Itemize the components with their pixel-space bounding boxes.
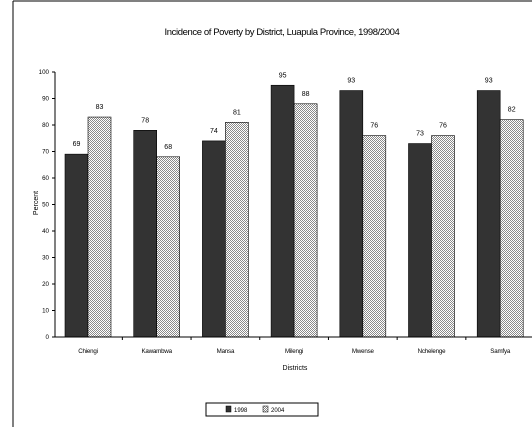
y-tick-label: 40 <box>42 228 49 235</box>
data-label-2004-kawambwa: 68 <box>164 144 172 151</box>
bar-2004-milengi <box>293 103 318 338</box>
data-label-2004-mansa: 81 <box>233 109 241 116</box>
y-tick-label: 20 <box>42 281 49 288</box>
category-label-mwense: Mwense <box>352 348 375 355</box>
bar-2004-kawambwa <box>156 156 180 338</box>
data-label-1998-mwense: 93 <box>347 78 355 85</box>
legend-label-2004: 2004 <box>271 408 285 414</box>
bar-1998-mansa <box>202 140 226 338</box>
data-label-2004-mwense: 76 <box>370 123 378 130</box>
legend-swatch-1998 <box>225 405 232 413</box>
data-label-1998-mansa: 74 <box>210 128 218 135</box>
category-label-kawambwa: Kawambwa <box>142 348 173 355</box>
y-tick-label: 50 <box>42 202 49 209</box>
category-label-milengi: Milengi <box>285 348 303 355</box>
category-labels-group: Chiengi Kawambwa Mansa Milengi Mwense Nchelen… <box>78 337 511 355</box>
chart-title: Incidence of Poverty by District, Luapul… <box>165 27 400 38</box>
bar-2004-nchelenge <box>431 135 455 338</box>
data-label-2004-nchelenge: 76 <box>439 123 447 130</box>
y-tick-label: 80 <box>42 122 49 129</box>
bar-2004-mansa <box>225 122 249 338</box>
y-tick-label: 90 <box>42 96 49 103</box>
category-label-nchelenge: Nchelenge <box>418 348 447 355</box>
y-tick-label: 10 <box>42 308 49 315</box>
data-label-1998-samfya: 93 <box>485 78 493 85</box>
legend-box <box>205 402 319 417</box>
y-tick-label: 70 <box>42 149 49 156</box>
y-tick-label: 60 <box>42 175 49 182</box>
legend: 1998 2004 <box>205 402 319 417</box>
y-tick-label: 0 <box>46 334 50 341</box>
y-tick-label: 100 <box>39 69 50 76</box>
data-labels-group: 69 83 78 68 74 81 95 88 93 76 73 76 93 82 <box>73 72 516 151</box>
bar-2004-chiengi <box>87 116 112 338</box>
x-axis-label: Districts <box>283 365 308 372</box>
y-tick-label: 30 <box>42 255 49 262</box>
bar-1998-milengi <box>270 84 295 338</box>
bars-group <box>64 84 524 338</box>
data-label-1998-milengi: 95 <box>279 72 287 79</box>
data-label-2004-milengi: 88 <box>302 91 310 98</box>
data-label-2004-chiengi: 83 <box>96 104 104 111</box>
bar-1998-chiengi <box>64 153 89 338</box>
legend-swatch-2004 <box>262 405 269 413</box>
data-label-1998-nchelenge: 73 <box>416 131 424 138</box>
bar-2004-mwense <box>362 135 387 338</box>
y-axis-ticks: 0 10 20 30 40 50 60 70 80 90 100 <box>39 69 55 341</box>
legend-label-1998: 1998 <box>234 408 248 414</box>
y-axis-label: Percent <box>33 191 40 215</box>
bar-1998-mwense <box>339 90 364 338</box>
category-label-mansa: Mansa <box>217 348 235 355</box>
bar-2004-samfya <box>499 119 524 338</box>
category-label-chiengi: Chiengi <box>78 348 98 355</box>
data-label-2004-samfya: 82 <box>508 107 516 114</box>
bar-1998-samfya <box>476 90 501 338</box>
category-label-samfya: Samfya <box>490 348 511 355</box>
bar-1998-kawambwa <box>133 130 157 338</box>
data-label-1998-chiengi: 69 <box>73 141 81 148</box>
bar-1998-nchelenge <box>408 143 432 338</box>
data-label-1998-kawambwa: 78 <box>141 117 149 124</box>
